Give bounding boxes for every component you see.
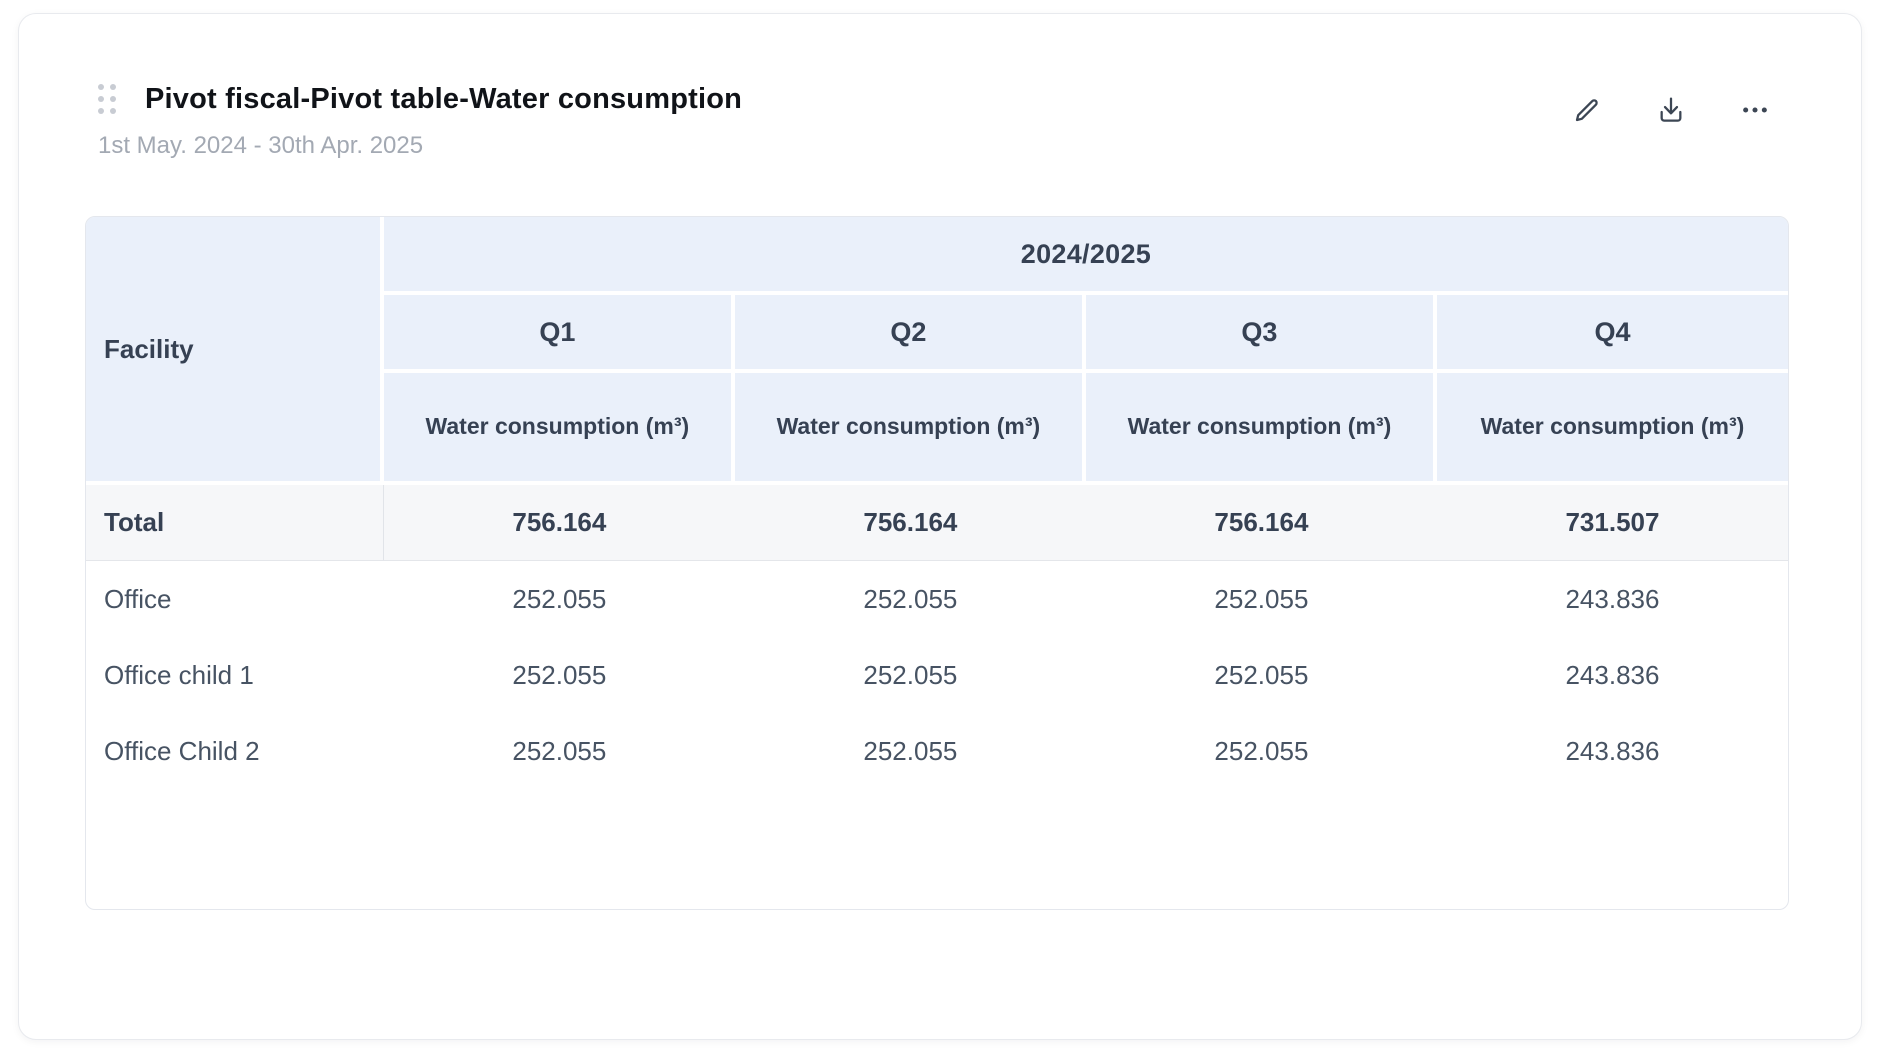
- value-cell: 252.055: [734, 713, 1086, 789]
- fiscal-year-header: 2024/2025: [383, 217, 1788, 295]
- ellipsis-icon: [1739, 94, 1771, 126]
- table-row: Office 252.055 252.055 252.055 243.836: [86, 561, 1788, 637]
- value-cell: 252.055: [1085, 637, 1437, 713]
- pivot-widget-card: Pivot fiscal-Pivot table-Water consumpti…: [18, 13, 1862, 1040]
- table-row: Total 756.164 756.164 756.164 731.507: [86, 485, 1788, 561]
- more-options-button[interactable]: [1737, 92, 1773, 128]
- row-label-cell: Office child 1: [86, 637, 384, 713]
- measure-header: Water consumption (m³): [734, 373, 1086, 485]
- value-cell: 756.164: [1085, 485, 1437, 561]
- facility-column-header: Facility: [86, 217, 384, 485]
- quarter-header-q3: Q3: [1085, 295, 1437, 373]
- value-cell: 252.055: [383, 713, 735, 789]
- table-row: Office child 1 252.055 252.055 252.055 2…: [86, 637, 1788, 713]
- row-label-cell: Office: [86, 561, 384, 637]
- date-range-label: 1st May. 2024 - 30th Apr. 2025: [98, 132, 424, 159]
- row-label-cell: Total: [86, 485, 384, 561]
- measure-header: Water consumption (m³): [1085, 373, 1437, 485]
- value-cell: 252.055: [383, 637, 735, 713]
- value-cell: 243.836: [1436, 637, 1788, 713]
- table-body: Total 756.164 756.164 756.164 731.507 Of…: [86, 485, 1788, 789]
- table-row: Office Child 2 252.055 252.055 252.055 2…: [86, 713, 1788, 789]
- download-icon: [1655, 94, 1687, 126]
- value-cell: 252.055: [734, 561, 1086, 637]
- quarter-header-q2: Q2: [734, 295, 1086, 373]
- row-label-cell: Office Child 2: [86, 713, 384, 789]
- value-cell: 252.055: [383, 561, 735, 637]
- value-cell: 252.055: [1085, 713, 1437, 789]
- value-cell: 243.836: [1436, 561, 1788, 637]
- widget-title: Pivot fiscal-Pivot table-Water consumpti…: [145, 82, 743, 115]
- drag-handle-icon[interactable]: [96, 82, 118, 116]
- quarter-header-q4: Q4: [1436, 295, 1788, 373]
- edit-button[interactable]: [1569, 92, 1605, 128]
- value-cell: 731.507: [1436, 485, 1788, 561]
- widget-actions: [1569, 92, 1773, 128]
- value-cell: 243.836: [1436, 713, 1788, 789]
- value-cell: 252.055: [734, 637, 1086, 713]
- value-cell: 756.164: [383, 485, 735, 561]
- value-cell: 756.164: [734, 485, 1086, 561]
- pencil-icon: [1571, 94, 1603, 126]
- download-button[interactable]: [1653, 92, 1689, 128]
- widget-header: Pivot fiscal-Pivot table-Water consumpti…: [19, 14, 1861, 160]
- pivot-table-container: Facility 2024/2025 Q1 Q2 Q3 Q4 Water con…: [85, 216, 1789, 910]
- measure-header: Water consumption (m³): [383, 373, 735, 485]
- quarter-header-q1: Q1: [383, 295, 735, 373]
- measure-header: Water consumption (m³): [1436, 373, 1788, 485]
- value-cell: 252.055: [1085, 561, 1437, 637]
- pivot-table: Facility 2024/2025 Q1 Q2 Q3 Q4 Water con…: [86, 217, 1788, 789]
